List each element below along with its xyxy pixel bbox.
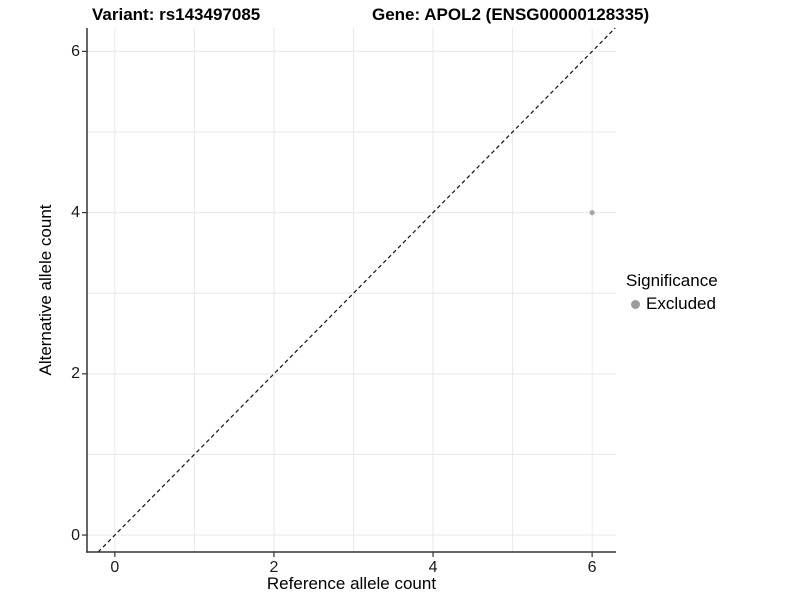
data-point [589, 210, 595, 216]
y-tick-label: 4 [71, 204, 80, 222]
x-tick-label: 2 [269, 559, 279, 576]
y-tick-label: 0 [71, 526, 80, 544]
variant-title: Variant: rs143497085 [92, 5, 261, 24]
identity-line [97, 27, 616, 553]
legend-item-excluded: Excluded [626, 294, 718, 314]
excluded-dot-icon [631, 299, 640, 309]
x-axis-title: Reference allele count [266, 574, 437, 593]
x-tick-label: 6 [587, 559, 597, 576]
x-tick-label: 4 [428, 559, 438, 576]
gene-title: Gene: APOL2 (ENSG00000128335) [372, 5, 650, 24]
legend-title: Significance [626, 271, 718, 290]
y-tick-label: 2 [71, 365, 80, 383]
legend: Significance Excluded [626, 271, 718, 314]
y-tick-label: 6 [71, 42, 80, 60]
x-tick-label: 0 [110, 559, 120, 576]
y-axis-title: Alternative allele count [36, 204, 55, 376]
legend-item-label: Excluded [646, 294, 716, 313]
